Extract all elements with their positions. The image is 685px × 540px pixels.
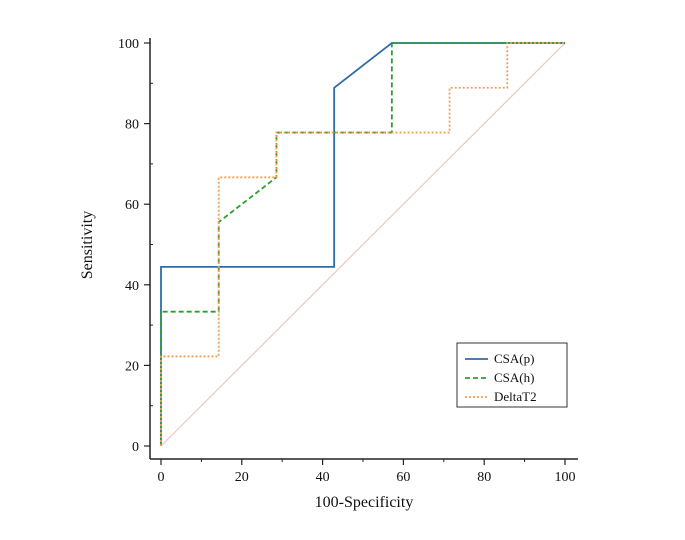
reference-diagonal xyxy=(160,42,566,447)
series-layer xyxy=(160,42,565,446)
x-tick-label: 0 xyxy=(158,470,165,485)
x-tick-label: 80 xyxy=(477,470,491,485)
y-axis-title: Sensitivity xyxy=(79,211,96,279)
legend: CSA(p) CSA(h) DeltaT2 xyxy=(456,342,568,408)
legend-box xyxy=(456,342,568,408)
y-tick-label: 0 xyxy=(132,440,139,455)
y-tick-label: 40 xyxy=(125,279,139,294)
x-axis-title: 100-Specificity xyxy=(315,494,414,511)
axes-layer xyxy=(149,38,578,460)
x-tick-label: 100 xyxy=(555,470,576,485)
series-line-deltat2 xyxy=(160,42,565,446)
legend-label-deltat2: DeltaT2 xyxy=(494,389,537,404)
y-tick-label: 80 xyxy=(125,118,139,133)
y-tick-label: 60 xyxy=(125,198,139,213)
ticks-layer: 0 20 40 60 80 100 0 20 40 60 80 100 xyxy=(118,37,576,485)
legend-label-csa-p: CSA(p) xyxy=(494,351,534,366)
x-tick-label: 40 xyxy=(316,470,330,485)
x-tick-label: 20 xyxy=(235,470,249,485)
legend-label-csa-h: CSA(h) xyxy=(494,370,534,385)
y-tick-label: 20 xyxy=(125,359,139,374)
y-tick-label: 100 xyxy=(118,37,139,52)
reference-line-layer xyxy=(160,42,566,447)
x-tick-label: 60 xyxy=(396,470,410,485)
